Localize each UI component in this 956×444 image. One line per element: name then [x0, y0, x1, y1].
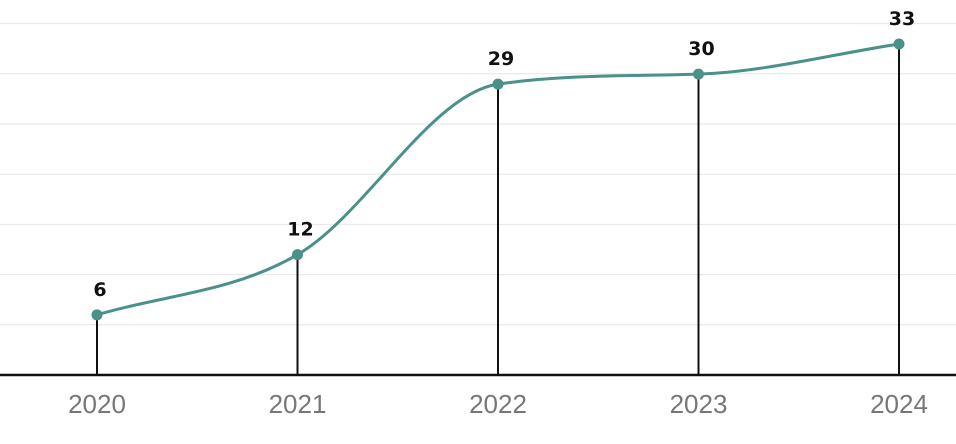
x-tick-2022: 2022 — [469, 389, 527, 419]
data-point-2021 — [292, 249, 303, 261]
data-points — [91, 38, 905, 321]
data-point-2024 — [893, 38, 905, 50]
data-label-2021: 12 — [287, 219, 313, 241]
drop-lines — [96, 44, 900, 375]
data-label-2022: 29 — [488, 48, 514, 70]
data-point-2023 — [693, 68, 704, 80]
x-tick-2021: 2021 — [269, 389, 327, 419]
data-label-2020: 6 — [93, 279, 106, 301]
x-tick-2023: 2023 — [670, 389, 728, 419]
data-label-2024: 33 — [889, 8, 915, 30]
data-labels: 6 12 29 30 33 — [93, 8, 915, 301]
data-point-2022 — [492, 78, 504, 90]
x-tick-2020: 2020 — [68, 389, 126, 419]
x-tick-2024: 2024 — [870, 389, 928, 419]
data-point-2020 — [91, 309, 103, 321]
data-label-2023: 30 — [688, 38, 714, 60]
x-tick-labels: 2020 2021 2022 2023 2024 — [68, 389, 928, 419]
gridlines — [0, 23, 956, 326]
